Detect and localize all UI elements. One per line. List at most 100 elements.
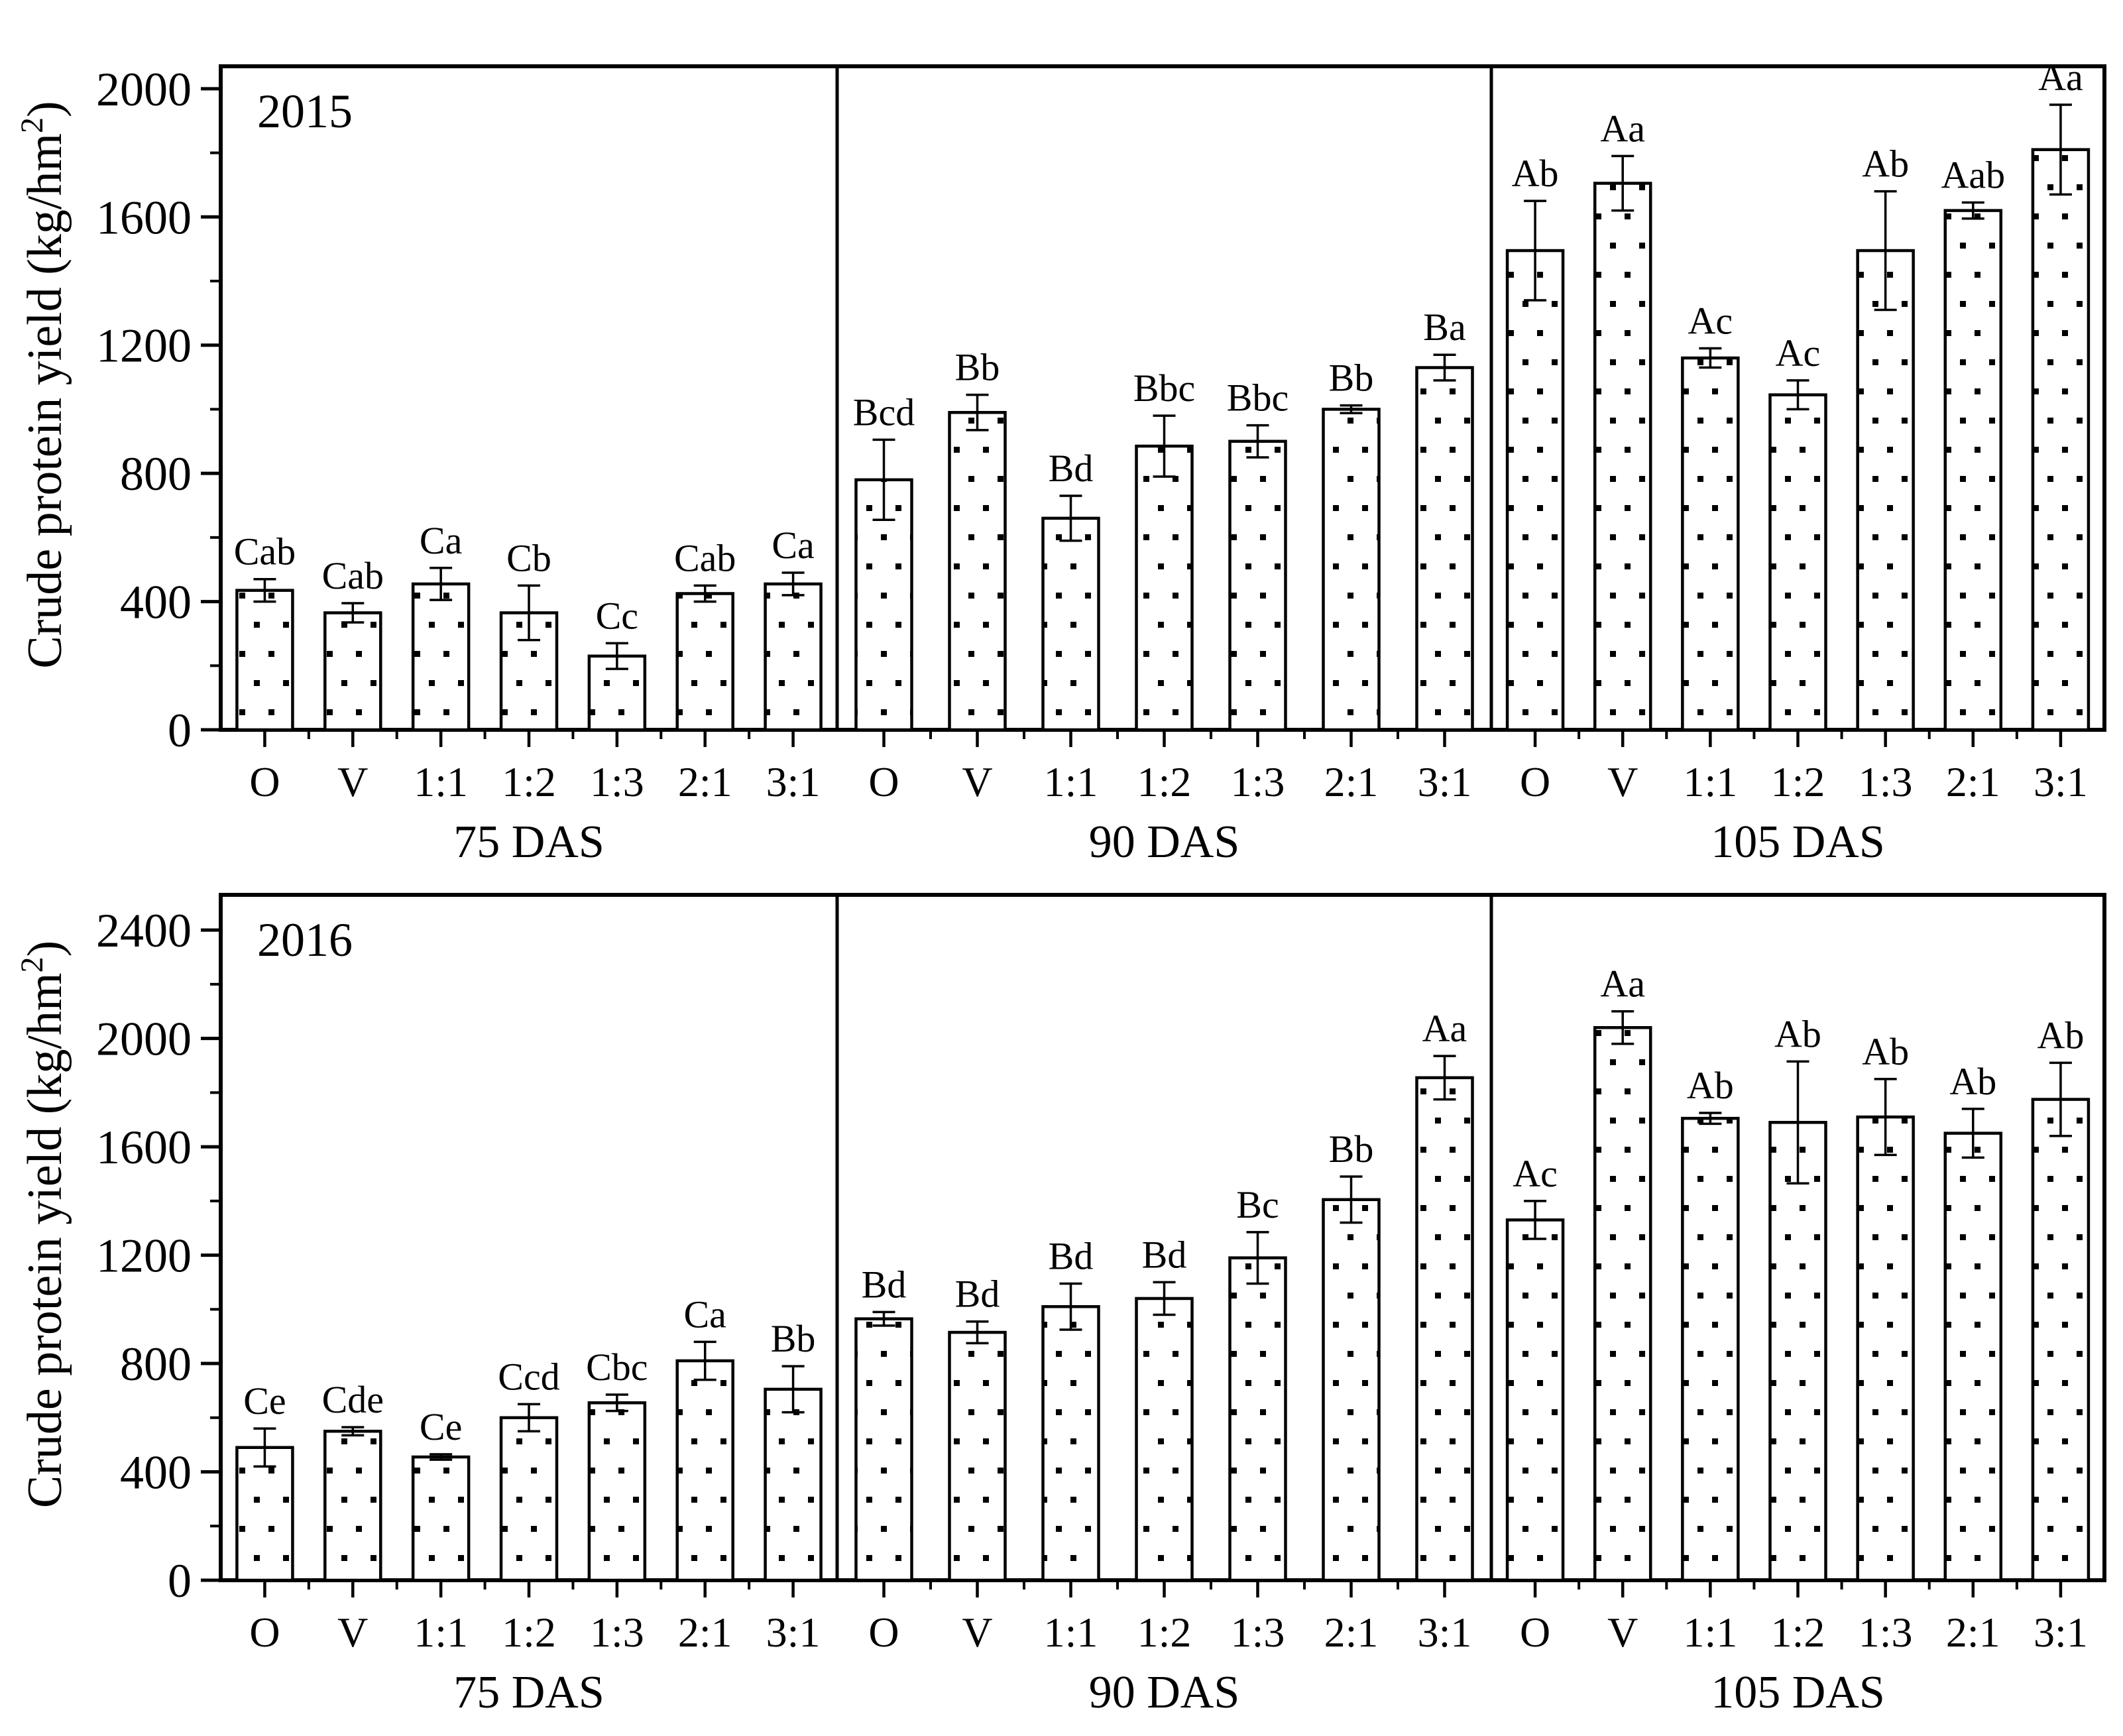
panel-2016: 0 400 800 1200 1600 2000 2400 2016 Crude protein… bbox=[15, 893, 2106, 1718]
sig-letter: Aa bbox=[1600, 107, 1645, 150]
y-tick-label: 1200 bbox=[96, 1230, 192, 1283]
sig-letter: Ce bbox=[420, 1405, 462, 1448]
category-label: 3:1 bbox=[766, 1609, 821, 1656]
bar bbox=[1681, 356, 1740, 732]
y-axis-title: Crude protein yield (kg/hm2) bbox=[15, 941, 72, 1508]
sig-letter: Ce bbox=[243, 1379, 286, 1422]
category-label: 2:1 bbox=[678, 1609, 732, 1656]
sig-letter: Aa bbox=[2038, 56, 2083, 99]
sig-letter: Ac bbox=[1776, 331, 1821, 375]
group-label: 105 DAS bbox=[1711, 1667, 1885, 1718]
panels: 0 400 800 1200 1600 2000 2015 Crude protein yie… bbox=[15, 56, 2106, 1718]
category-label: V bbox=[337, 1609, 368, 1656]
bar bbox=[1768, 393, 1827, 732]
group-label: 90 DAS bbox=[1089, 1667, 1240, 1718]
sig-letter: Ab bbox=[1862, 1030, 1909, 1073]
bar bbox=[1135, 444, 1194, 732]
y-tick-label: 1600 bbox=[96, 191, 192, 244]
y-tick-label: 2000 bbox=[96, 63, 192, 116]
bar bbox=[1768, 1121, 1827, 1582]
category-label: 1:3 bbox=[590, 1609, 644, 1656]
sig-letter: Ac bbox=[1688, 300, 1733, 343]
sig-letter: Bb bbox=[955, 346, 1000, 389]
category-label: 2:1 bbox=[1324, 758, 1379, 805]
bar bbox=[1943, 1131, 2003, 1582]
bar bbox=[411, 1455, 471, 1582]
bar bbox=[1681, 1116, 1740, 1582]
sig-letter: Cde bbox=[322, 1378, 384, 1421]
category-label: 3:1 bbox=[2034, 758, 2088, 805]
category-label: O bbox=[1520, 758, 1550, 805]
bar bbox=[1415, 366, 1474, 732]
bar bbox=[411, 582, 471, 732]
bar bbox=[1856, 1115, 1915, 1582]
sig-letter: Bd bbox=[955, 1273, 1000, 1316]
y-tick-label: 1600 bbox=[96, 1121, 192, 1174]
sig-letter: Aa bbox=[1600, 962, 1645, 1006]
bar bbox=[675, 1359, 734, 1582]
sig-letter: Bd bbox=[862, 1263, 907, 1306]
panel-2015: 0 400 800 1200 1600 2000 2015 Crude protein yie… bbox=[15, 56, 2106, 868]
sig-letter: Bc bbox=[1236, 1183, 1279, 1226]
sig-letter: Ab bbox=[1949, 1060, 1996, 1103]
y-tick-label: 400 bbox=[120, 1446, 192, 1499]
category-label: 1:3 bbox=[1859, 1609, 1913, 1656]
sig-letter: Ab bbox=[1774, 1012, 1821, 1055]
y-tick-label: 2400 bbox=[96, 904, 192, 957]
category-label: 1:3 bbox=[1859, 758, 1913, 805]
category-label: O bbox=[868, 1609, 899, 1656]
sig-letter: Bd bbox=[1049, 1234, 1094, 1277]
year-label: 2015 bbox=[257, 85, 353, 138]
bar bbox=[1415, 1076, 1474, 1582]
bar bbox=[764, 582, 823, 732]
sig-letter: Cc bbox=[596, 594, 638, 637]
bar bbox=[323, 611, 382, 732]
bar bbox=[1943, 209, 2003, 732]
sig-letter: Ccd bbox=[498, 1355, 559, 1398]
category-label: V bbox=[962, 758, 992, 805]
category-label: 1:2 bbox=[1137, 1609, 1192, 1656]
bar bbox=[948, 1330, 1007, 1582]
category-label: 1:1 bbox=[414, 758, 468, 805]
category-label: 1:1 bbox=[414, 1609, 468, 1656]
sig-letter: Cbc bbox=[586, 1346, 648, 1389]
category-label: 3:1 bbox=[1418, 758, 1472, 805]
category-label: 3:1 bbox=[2034, 1609, 2088, 1656]
category-label: 1:3 bbox=[1231, 758, 1285, 805]
sig-letter: Cab bbox=[674, 536, 736, 579]
category-label: 2:1 bbox=[678, 758, 732, 805]
sig-letter: Bd bbox=[1142, 1233, 1187, 1276]
sig-letter: Aab bbox=[1941, 154, 2005, 197]
sig-letter: Ab bbox=[1862, 143, 1909, 186]
year-label: 2016 bbox=[257, 913, 353, 966]
bar bbox=[1228, 439, 1287, 732]
bar bbox=[2031, 148, 2091, 732]
category-label: 1:2 bbox=[1771, 1609, 1825, 1656]
category-label: O bbox=[1520, 1609, 1550, 1656]
y-tick-label: 1200 bbox=[96, 319, 192, 373]
sig-letter: Bcd bbox=[853, 390, 915, 434]
sig-letter: Cb bbox=[506, 536, 551, 579]
category-label: 1:2 bbox=[502, 1609, 556, 1656]
category-label: 1:1 bbox=[1044, 758, 1098, 805]
sig-letter: Bb bbox=[771, 1317, 816, 1360]
y-tick-label: 800 bbox=[120, 447, 192, 500]
bar bbox=[1593, 182, 1652, 732]
sig-letter: Cab bbox=[322, 554, 384, 597]
bar bbox=[323, 1429, 382, 1582]
bar bbox=[1505, 249, 1565, 732]
bar bbox=[499, 1416, 559, 1582]
category-label: V bbox=[962, 1609, 992, 1656]
bar bbox=[854, 1317, 913, 1582]
bar bbox=[1228, 1256, 1287, 1582]
bar bbox=[675, 592, 734, 732]
category-label: 3:1 bbox=[766, 758, 821, 805]
category-label: 1:1 bbox=[1683, 758, 1737, 805]
category-label: V bbox=[337, 758, 368, 805]
category-label: V bbox=[1607, 758, 1638, 805]
bar bbox=[1041, 516, 1100, 732]
sig-letter: Cab bbox=[234, 530, 296, 573]
y-tick-label: 0 bbox=[168, 704, 192, 757]
category-label: O bbox=[249, 758, 280, 805]
